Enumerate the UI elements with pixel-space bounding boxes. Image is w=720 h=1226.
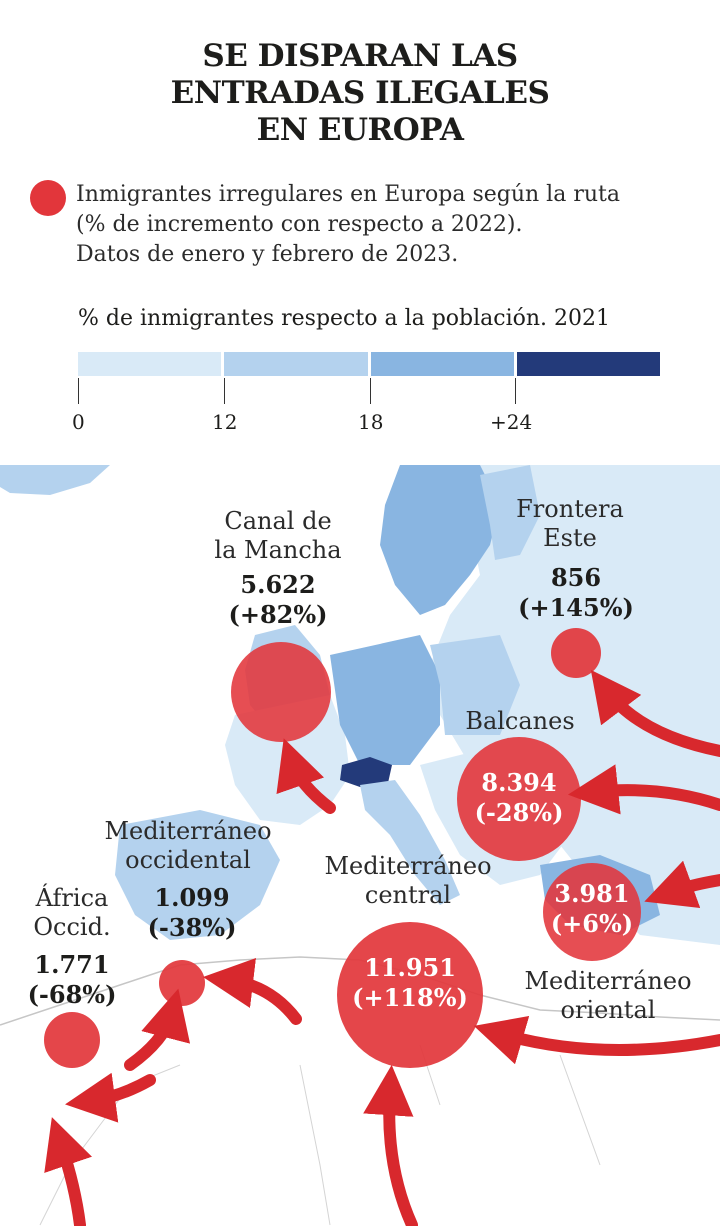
legend-line-3: Datos de enero y febrero de 2023. [76, 242, 459, 267]
label-med-oriental-line-2: oriental [560, 996, 656, 1024]
value-frontera-este: 856 (+145%) [505, 563, 647, 623]
scale-tick [515, 378, 516, 404]
scale-tick-label: 18 [358, 410, 384, 434]
scale-tick [78, 378, 79, 404]
finland-land [480, 465, 540, 560]
color-scale-bar [78, 352, 660, 376]
map-canvas [0, 465, 720, 1226]
circle-africa-occ [44, 1012, 100, 1068]
value-este-change: (+145%) [518, 593, 634, 622]
value-med-central-count: 11.951 [364, 953, 456, 982]
label-este-line-2: Este [543, 524, 597, 552]
label-africa-line-1: África [35, 884, 109, 912]
label-med-central-line-1: Mediterráneo [324, 852, 492, 880]
iberia-land [115, 810, 280, 940]
eastern-europe-land [430, 465, 720, 945]
value-africa-count: 1.771 [34, 950, 110, 979]
value-canal-count: 5.622 [240, 570, 316, 599]
title-line-2: ENTRADAS ILEGALES [170, 75, 550, 111]
arrow-africa-1 [65, 1072, 156, 1123]
germany-land [330, 635, 440, 765]
label-med-oriental: Mediterráneo oriental [518, 967, 698, 1025]
arrow-med-central-east [473, 1015, 720, 1065]
scale-tick-label: 12 [212, 410, 238, 434]
arrow-med-central-south [363, 1064, 418, 1226]
arrow-africa-2 [44, 1117, 92, 1226]
legend-dot-icon [30, 180, 66, 216]
value-med-oriental: 3.981 (+6%) [537, 879, 647, 939]
arrow-med-oriental [644, 860, 720, 909]
title-line-1: SE DISPARAN LAS [202, 38, 518, 74]
label-canal-line-2: la Mancha [214, 536, 342, 564]
value-med-central-change: (+118%) [352, 983, 468, 1012]
poland-land [430, 635, 520, 735]
page-title: SE DISPARAN LAS ENTRADAS ILEGALES EN EUR… [0, 38, 720, 149]
label-este-line-1: Frontera [516, 495, 624, 523]
value-canal-change: (+82%) [228, 600, 328, 629]
value-med-oriental-change: (+6%) [550, 909, 634, 938]
label-balcanes: Balcanes [445, 707, 595, 736]
value-med-central: 11.951 (+118%) [345, 953, 475, 1013]
label-canal-mancha: Canal de la Mancha [205, 507, 351, 565]
value-canal-mancha: 5.622 (+82%) [205, 570, 351, 630]
legend-line-1: Inmigrantes irregulares en Europa según … [76, 182, 620, 207]
value-med-occ-change: (-38%) [147, 913, 237, 942]
value-balcanes-count: 8.394 [481, 768, 557, 797]
legend-description: Inmigrantes irregulares en Europa según … [76, 180, 706, 270]
switzerland-land [340, 757, 392, 787]
circle-frontera-este [551, 628, 601, 678]
circle-med-oriental [543, 863, 641, 961]
value-med-occidental: 1.099 (-38%) [132, 883, 252, 943]
scale-segment-18-24 [367, 352, 514, 376]
value-este-count: 856 [550, 563, 602, 592]
circle-med-central [337, 922, 483, 1068]
iceland-land [0, 465, 110, 495]
scale-segment-0-12 [78, 352, 222, 376]
scale-segment-12-18 [221, 352, 368, 376]
circle-canal-mancha [231, 642, 331, 742]
label-africa-line-2: Occid. [33, 913, 111, 941]
label-frontera-este: Frontera Este [502, 495, 638, 553]
label-med-oriental-line-1: Mediterráneo [524, 967, 692, 995]
circle-med-occidental [159, 960, 205, 1006]
label-med-central: Mediterráneo central [318, 852, 498, 910]
value-med-oriental-count: 3.981 [554, 879, 630, 908]
scale-segment-24-plus [513, 352, 660, 376]
value-balcanes: 8.394 (-28%) [449, 768, 589, 828]
title-line-3: EN EUROPA [256, 112, 464, 148]
label-med-occ-line-2: occidental [125, 846, 251, 874]
label-med-occidental: Mediterráneo occidental [98, 817, 278, 875]
arrow-canal [276, 738, 336, 814]
scale-tick-label: 0 [72, 410, 85, 434]
italy-land [360, 780, 460, 905]
label-med-occ-line-1: Mediterráneo [104, 817, 272, 845]
legend-line-2: (% de incremento con respecto a 2022). [76, 212, 523, 237]
value-med-occ-count: 1.099 [154, 883, 230, 912]
circle-balcanes [457, 737, 581, 861]
scale-tick-label: +24 [490, 410, 533, 434]
arrow-med-occ-east [202, 957, 302, 1025]
scale-tick [224, 378, 225, 404]
scale-tick [370, 378, 371, 404]
label-balcanes-line-1: Balcanes [465, 707, 575, 735]
north-africa-outline-2 [39, 1044, 601, 1226]
value-africa-change: (-68%) [27, 980, 117, 1009]
value-balcanes-change: (-28%) [474, 798, 564, 827]
arrow-med-occ-south [124, 988, 191, 1071]
route-arrows [44, 669, 720, 1226]
label-canal-line-1: Canal de [224, 507, 332, 535]
scale-title: % de inmigrantes respecto a la población… [78, 306, 611, 331]
scandinavia-land [380, 465, 500, 615]
arrow-balcanes [567, 764, 720, 815]
value-africa-occ: 1.771 (-68%) [12, 950, 132, 1010]
arrow-este [590, 669, 720, 757]
label-med-central-line-2: central [364, 881, 452, 909]
label-africa-occ: África Occid. [22, 884, 122, 942]
europe-map: Canal de la Mancha 5.622 (+82%) Frontera… [0, 465, 720, 1226]
